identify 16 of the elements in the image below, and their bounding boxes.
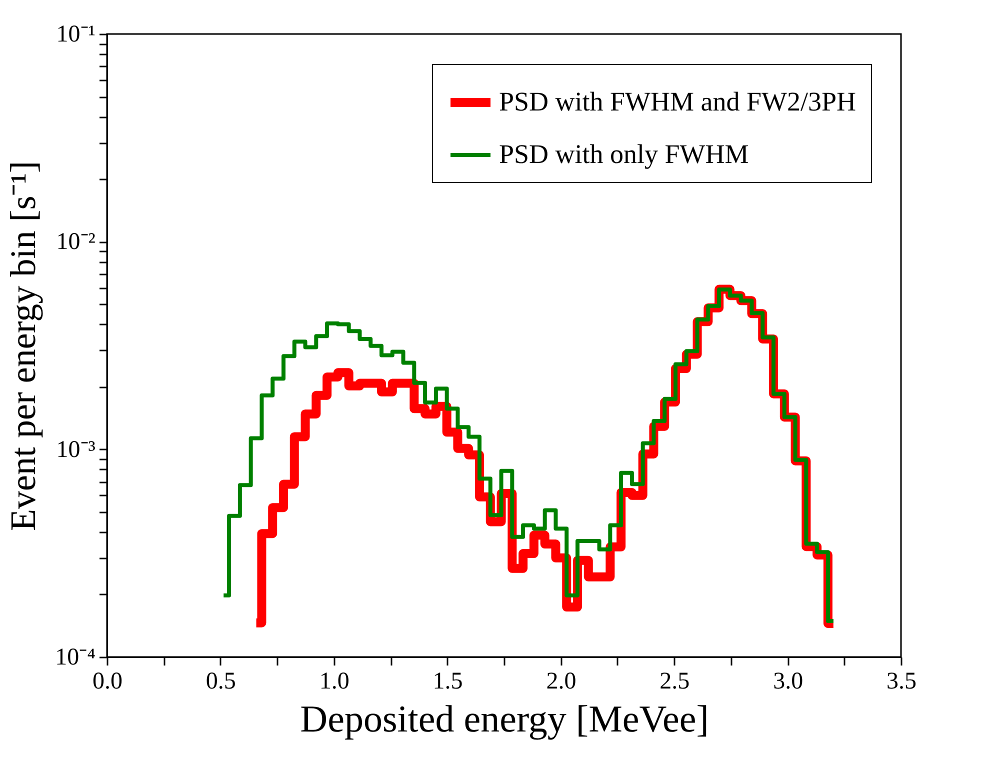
y-axis-title: Event per energy bin [s⁻¹] — [3, 160, 44, 532]
legend-label: PSD with only FWHM — [499, 139, 749, 169]
y-tick-label: 10⁻⁴ — [55, 644, 96, 670]
x-tick-label: 0.0 — [92, 668, 122, 694]
x-tick-label: 2.0 — [546, 668, 576, 694]
x-axis-title: Deposited energy [MeVee] — [300, 698, 709, 740]
x-tick-label: 2.5 — [660, 668, 690, 694]
x-tick-label: 3.0 — [773, 668, 804, 694]
x-tick-label: 1.0 — [319, 668, 350, 694]
x-tick-label: 0.5 — [206, 668, 236, 694]
y-tick-label: 10⁻¹ — [56, 22, 96, 48]
y-tick-label: 10⁻³ — [56, 436, 96, 463]
legend-label: PSD with FWHM and FW2/3PH — [499, 86, 856, 116]
x-tick-label: 1.5 — [432, 668, 463, 694]
x-tick-label: 3.5 — [886, 668, 916, 694]
y-tick-label: 10⁻² — [56, 229, 96, 256]
